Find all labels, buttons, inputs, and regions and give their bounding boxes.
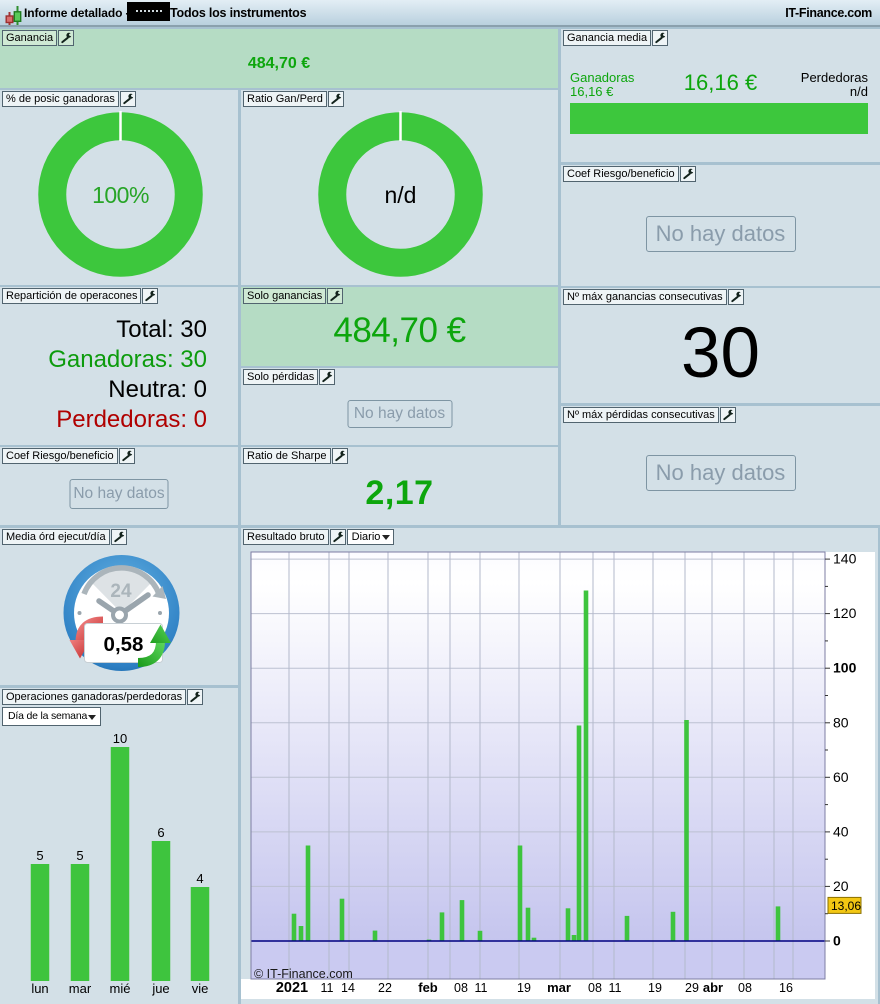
svg-text:mié: mié xyxy=(110,981,131,996)
svg-text:n/d: n/d xyxy=(385,182,417,208)
svg-text:24: 24 xyxy=(110,581,132,602)
svg-text:11: 11 xyxy=(475,981,488,995)
svg-text:2021: 2021 xyxy=(276,980,308,996)
svg-text:© IT-Finance.com: © IT-Finance.com xyxy=(254,967,353,981)
svg-text:lun: lun xyxy=(31,981,48,996)
svg-text:vie: vie xyxy=(192,981,209,996)
svg-text:mar: mar xyxy=(547,980,571,995)
svg-text:08: 08 xyxy=(454,981,468,995)
svg-text:jue: jue xyxy=(151,981,169,996)
svg-text:11: 11 xyxy=(609,981,622,995)
svg-text:feb: feb xyxy=(418,980,438,995)
svg-text:10: 10 xyxy=(113,731,127,746)
svg-text:16: 16 xyxy=(779,981,793,995)
svg-text:100: 100 xyxy=(833,660,857,676)
svg-text:mar: mar xyxy=(69,981,92,996)
svg-text:19: 19 xyxy=(517,981,531,995)
svg-text:14: 14 xyxy=(341,981,355,995)
svg-text:5: 5 xyxy=(36,848,43,863)
svg-text:13,06: 13,06 xyxy=(831,899,861,913)
svg-text:4: 4 xyxy=(196,871,203,886)
svg-text:120: 120 xyxy=(833,605,857,621)
svg-text:140: 140 xyxy=(833,551,857,567)
svg-text:20: 20 xyxy=(833,878,849,894)
svg-text:abr: abr xyxy=(703,980,723,995)
svg-text:08: 08 xyxy=(588,981,602,995)
svg-text:29: 29 xyxy=(685,981,699,995)
svg-text:08: 08 xyxy=(738,981,752,995)
svg-text:0,58: 0,58 xyxy=(104,633,144,656)
svg-text:100%: 100% xyxy=(92,182,149,208)
svg-text:6: 6 xyxy=(157,825,164,840)
svg-text:11: 11 xyxy=(321,981,334,995)
svg-text:60: 60 xyxy=(833,769,849,785)
svg-text:40: 40 xyxy=(833,823,849,839)
svg-text:0: 0 xyxy=(833,933,841,949)
svg-text:19: 19 xyxy=(648,981,662,995)
svg-text:22: 22 xyxy=(378,981,392,995)
svg-text:5: 5 xyxy=(76,848,83,863)
svg-text:80: 80 xyxy=(833,714,849,730)
